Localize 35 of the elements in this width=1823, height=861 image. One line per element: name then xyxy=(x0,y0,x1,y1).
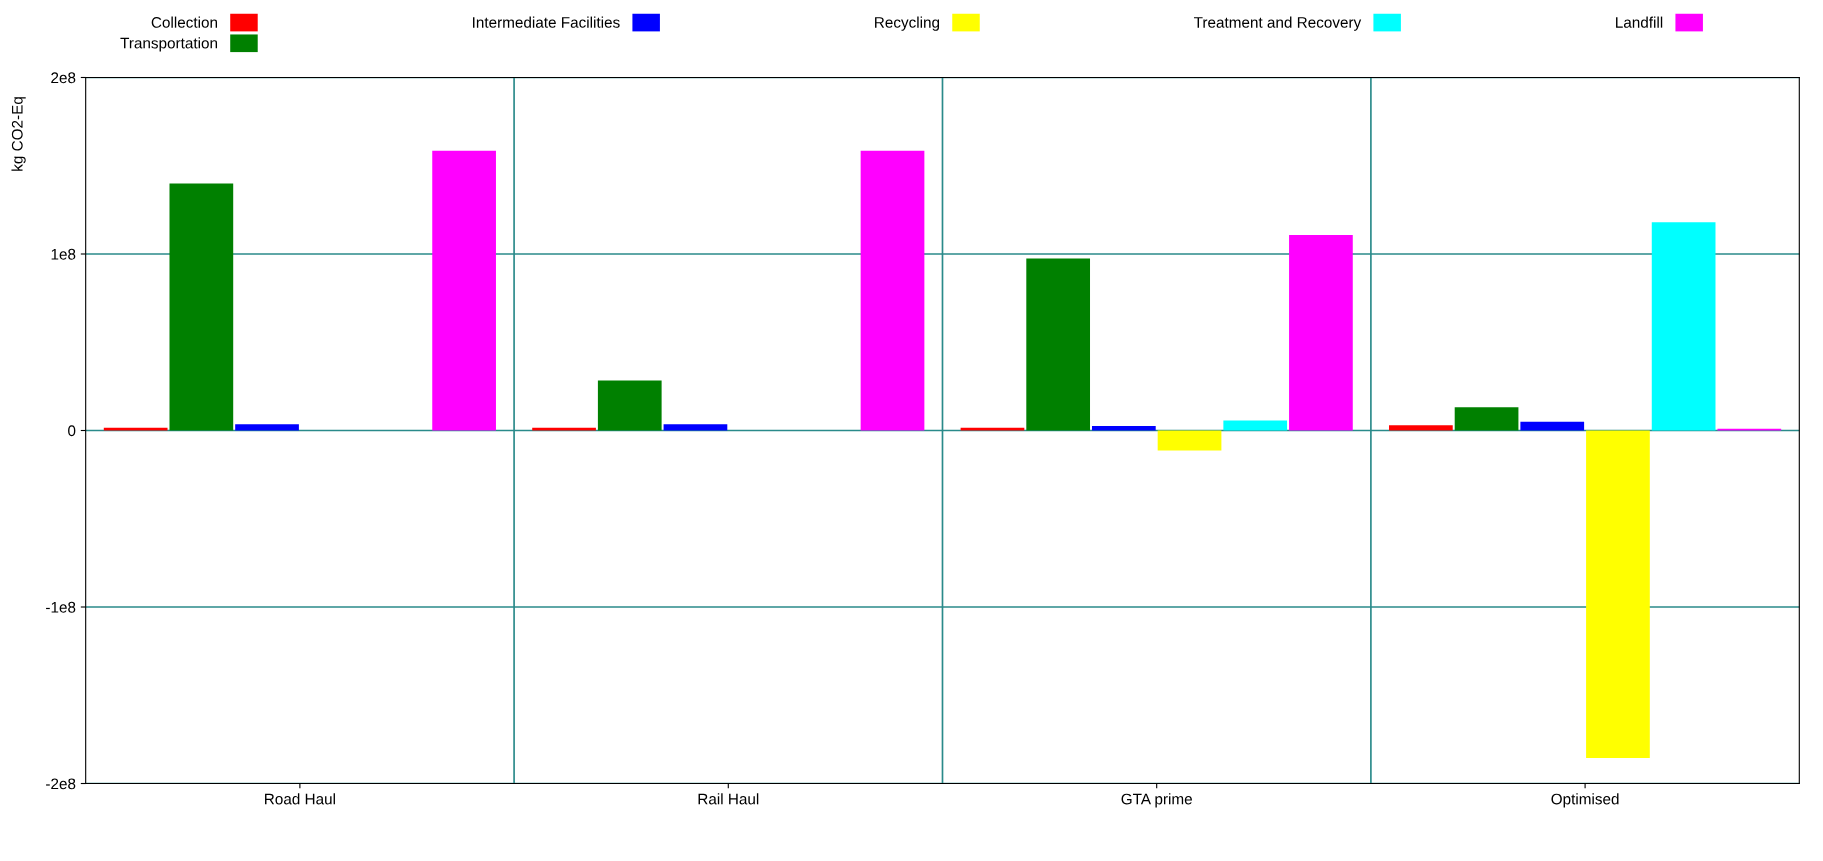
bar xyxy=(1157,430,1222,451)
bar xyxy=(1454,407,1519,431)
bar xyxy=(1389,425,1453,431)
legend-label: Collection xyxy=(151,16,218,28)
x-tick-label: Rail Haul xyxy=(698,793,759,805)
bar xyxy=(432,150,496,431)
legend-label: Treatment and Recovery xyxy=(1193,16,1362,31)
legend-label: Intermediate Facilities xyxy=(473,16,620,28)
y-tick-label: 1e8 xyxy=(51,248,76,260)
bar xyxy=(235,424,299,431)
bar xyxy=(860,150,925,431)
bar xyxy=(169,183,234,431)
legend-label: Landfill xyxy=(1616,16,1663,28)
y-tick-label: 0 xyxy=(68,425,76,437)
bar xyxy=(1586,430,1650,758)
bar xyxy=(1651,222,1716,431)
bar xyxy=(1091,426,1156,431)
y-axis-title: kg CO2-Eq xyxy=(11,97,26,171)
y-tick-label: -2e8 xyxy=(46,778,76,790)
bar xyxy=(1026,258,1091,431)
bar xyxy=(663,424,728,431)
legend-label: Recycling xyxy=(875,16,940,31)
bar xyxy=(1289,235,1353,431)
bar xyxy=(597,380,662,431)
bar xyxy=(1520,421,1585,431)
legend-label: Transportation xyxy=(120,37,218,52)
y-tick-label: -1e8 xyxy=(46,601,76,613)
y-tick-label: 2e8 xyxy=(51,72,76,84)
x-tick-label: Optimised xyxy=(1551,793,1619,808)
bar xyxy=(1223,420,1288,431)
bar xyxy=(532,427,596,431)
bar xyxy=(960,427,1025,431)
x-tick-label: GTA prime xyxy=(1121,793,1192,808)
bar xyxy=(103,427,168,431)
x-tick-label: Road Haul xyxy=(265,793,335,805)
